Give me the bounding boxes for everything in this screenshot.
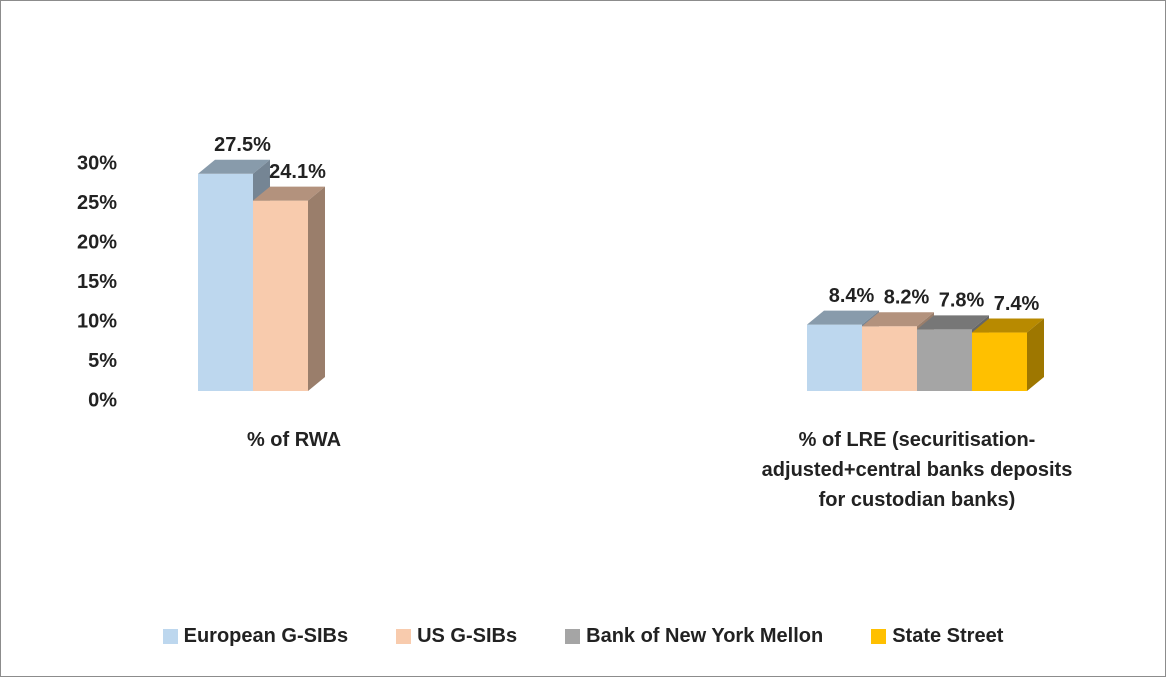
bar-side (308, 186, 325, 391)
y-tick-label: 0% (88, 389, 117, 411)
legend-item: State Street (871, 625, 1003, 648)
x-tick-label: % of RWA (246, 429, 342, 451)
bar-top (972, 318, 1044, 333)
bar-front (862, 326, 917, 391)
bar-front (253, 200, 308, 391)
legend-label: European G-SIBs (183, 625, 349, 647)
legend-swatch (162, 629, 178, 644)
bar (972, 318, 1044, 391)
legend-swatch (871, 629, 887, 644)
legend-label: Bank of New York Mellon (586, 625, 824, 647)
bar-front (917, 329, 972, 391)
y-tick-label: 25% (77, 192, 117, 214)
bar-top (862, 312, 934, 327)
y-tick-label: 20% (77, 231, 117, 253)
legend-item: European G-SIBs (162, 625, 349, 648)
legend-item: Bank of New York Mellon (565, 625, 823, 648)
legend-label: US G-SIBs (417, 625, 518, 647)
value-label: 27.5% (214, 134, 271, 156)
bar-top (198, 159, 270, 174)
bar-top (253, 186, 325, 201)
legend-swatch (396, 629, 412, 644)
x-tick-label: % of LRE (securitisation-adjusted+centra… (761, 429, 1073, 511)
value-label: 24.1% (269, 161, 326, 183)
value-label: 7.4% (994, 293, 1040, 315)
bar-top (917, 315, 989, 330)
bar-front (198, 173, 253, 391)
bar (253, 186, 325, 391)
bar-side (1027, 318, 1044, 391)
y-tick-label: 30% (77, 152, 117, 174)
value-label: 8.4% (829, 285, 875, 307)
bar-front (972, 332, 1027, 391)
bar-top (807, 310, 879, 325)
bar-front (807, 324, 862, 391)
legend-item: US G-SIBs (396, 625, 517, 648)
value-label: 7.8% (939, 290, 985, 312)
legend: European G-SIBs US G-SIBs Bank of New York… (1, 625, 1165, 648)
y-tick-label: 10% (77, 310, 117, 332)
y-tick-label: 15% (77, 271, 117, 293)
legend-label: State Street (892, 625, 1004, 647)
legend-swatch (565, 629, 581, 644)
value-label: 8.2% (884, 287, 930, 309)
y-tick-label: 5% (88, 350, 117, 372)
